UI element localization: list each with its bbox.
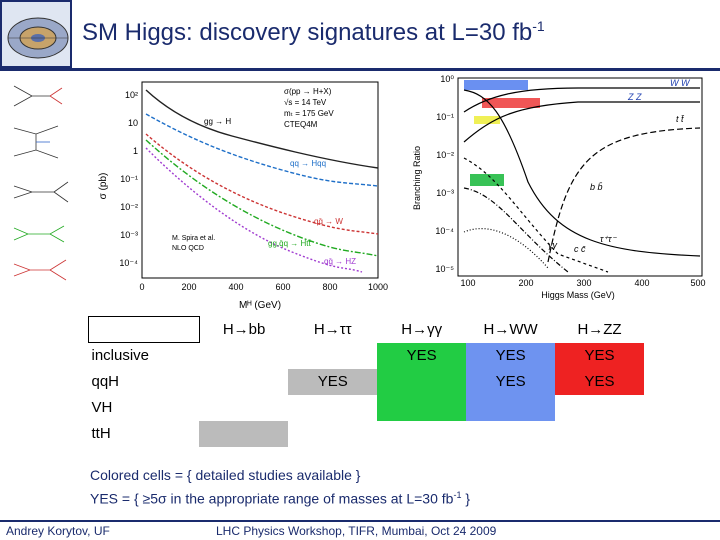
br-xtick: 100 bbox=[460, 278, 475, 288]
table-header-row: H→bb H→ττ H→γγ H→WW H→ZZ bbox=[88, 316, 645, 343]
row-label: VH bbox=[91, 399, 113, 416]
column-header-hgammagamma: H→γγ bbox=[401, 321, 443, 338]
xsec-ytick: 1 bbox=[133, 146, 138, 156]
xsec-xtick: 600 bbox=[275, 282, 290, 292]
table-cell bbox=[555, 421, 644, 447]
br-ylabel: Branching Ratio bbox=[412, 146, 422, 210]
xsec-process-label: qq̄ → W bbox=[314, 217, 343, 226]
br-curve-label: b b̄ bbox=[590, 182, 603, 192]
footnote-line: Colored cells = { detailed studies avail… bbox=[90, 467, 361, 483]
column-header-htautau: H→ττ bbox=[313, 321, 352, 338]
table-cell bbox=[288, 395, 377, 421]
footnote-line: YES = { ≥5σ in the appropriate range of … bbox=[90, 490, 471, 507]
br-ytick: 10⁻⁴ bbox=[435, 226, 454, 236]
feynman-diagrams bbox=[13, 85, 69, 281]
xsec-xtick: 400 bbox=[228, 282, 243, 292]
br-xtick: 200 bbox=[518, 278, 533, 288]
table-cell bbox=[199, 369, 288, 395]
xsec-credit-line: NLO QCD bbox=[172, 245, 204, 252]
table-cell bbox=[466, 421, 555, 447]
table-cell: YES bbox=[555, 342, 644, 369]
column-header-hzz: H→ZZ bbox=[577, 321, 622, 338]
xsec-xtick: 200 bbox=[181, 282, 196, 292]
xsec-process-label: qq → Hqq bbox=[290, 159, 326, 168]
br-ytick: 10⁰ bbox=[440, 74, 454, 84]
table-cell bbox=[199, 395, 288, 421]
xsec-process-label: gg → H bbox=[204, 117, 231, 126]
xsec-xtick: 1000 bbox=[368, 282, 388, 292]
br-ytick: 10⁻² bbox=[436, 150, 454, 160]
table-cell bbox=[288, 421, 377, 447]
table-cell bbox=[288, 343, 377, 369]
table-cell bbox=[199, 343, 288, 369]
br-xlabel: Higgs Mass (GeV) bbox=[541, 290, 615, 300]
table-cell: YES bbox=[288, 368, 378, 395]
xsec-legend-line: σ(pp → H+X) bbox=[284, 87, 332, 96]
table-cell bbox=[199, 420, 289, 447]
table-cell bbox=[377, 421, 466, 447]
table-cell bbox=[555, 395, 644, 421]
br-xtick: 300 bbox=[576, 278, 591, 288]
xsec-ylabel: σ (pb) bbox=[98, 173, 109, 200]
xsec-xtick: 800 bbox=[322, 282, 337, 292]
row-label: ttH bbox=[91, 425, 111, 442]
xsec-process-label: qq̄ → HZ bbox=[324, 257, 356, 266]
br-xtick: 500 bbox=[690, 278, 705, 288]
detector-logo bbox=[0, 0, 72, 68]
row-label: qqH bbox=[91, 373, 120, 390]
footnote: Colored cells = { detailed studies avail… bbox=[90, 465, 470, 509]
xsec-legend-line: √s = 14 TeV bbox=[284, 98, 327, 107]
xsec-process-label: gg,q̄q → Htt̄ bbox=[268, 239, 311, 248]
br-curve-label: γγ bbox=[548, 240, 558, 250]
cross-section-plot: σ (pb) 10² 10 1 10⁻¹ 10⁻² 10⁻³ 10⁻⁴ 0 20… bbox=[98, 81, 388, 311]
br-curve-label: Z Z bbox=[627, 92, 642, 102]
footer-author: Andrey Korytov, UF bbox=[6, 524, 110, 538]
footer-event: LHC Physics Workshop, TIFR, Mumbai, Oct … bbox=[216, 524, 497, 538]
br-ytick: 10⁻¹ bbox=[436, 112, 454, 122]
table-cell: YES bbox=[466, 342, 556, 369]
footer-divider bbox=[0, 520, 720, 522]
header-divider bbox=[0, 68, 720, 71]
xsec-xtick: 0 bbox=[139, 282, 144, 292]
page-title: SM Higgs: discovery signatures at L=30 f… bbox=[82, 18, 545, 46]
table-corner-cell bbox=[88, 316, 200, 343]
table-row: ttH bbox=[89, 420, 645, 447]
row-label: inclusive bbox=[91, 347, 150, 365]
br-curve-label: t t̄ bbox=[676, 114, 685, 124]
br-xtick: 400 bbox=[634, 278, 649, 288]
xsec-credit-line: M. Spira et al. bbox=[172, 235, 215, 242]
br-curve-label: τ⁺τ⁻ bbox=[600, 234, 617, 244]
xsec-ytick: 10² bbox=[125, 90, 138, 100]
br-ytick: 10⁻⁵ bbox=[436, 264, 455, 274]
column-header-hbb: H→bb bbox=[222, 321, 266, 338]
table-row: qqH YES YES YES bbox=[89, 368, 644, 395]
table-cell: YES bbox=[377, 342, 467, 369]
br-curve-label: W W bbox=[670, 78, 691, 88]
xsec-ytick: 10⁻³ bbox=[120, 230, 138, 240]
br-curve-label: c c̄ bbox=[574, 244, 586, 254]
xsec-legend-line: CTEQ4M bbox=[284, 120, 318, 129]
table-row: VH bbox=[89, 394, 645, 421]
xsec-legend-line: mₜ = 175 GeV bbox=[284, 109, 334, 118]
xsec-ytick: 10⁻⁴ bbox=[119, 258, 138, 268]
column-header-hww: H→WW bbox=[483, 321, 538, 338]
table-row: inclusive YES YES YES bbox=[89, 342, 644, 369]
table-cell bbox=[377, 368, 467, 395]
table-cell bbox=[466, 394, 556, 421]
table-cell bbox=[377, 394, 467, 421]
branching-ratio-plot: Branching Ratio 10⁰ 10⁻¹ 10⁻² 10⁻³ 10⁻⁴ … bbox=[412, 74, 706, 300]
signature-table: H→bb H→ττ H→γγ H→WW H→ZZ inclusive YES Y… bbox=[88, 316, 644, 447]
br-ytick: 10⁻³ bbox=[436, 188, 454, 198]
table-cell: YES bbox=[555, 368, 644, 395]
xsec-ytick: 10⁻² bbox=[120, 202, 138, 212]
xsec-xlabel: Mᴴ (GeV) bbox=[239, 300, 281, 311]
xsec-ytick: 10⁻¹ bbox=[120, 174, 138, 184]
table-cell: YES bbox=[466, 368, 556, 395]
xsec-ytick: 10 bbox=[128, 118, 138, 128]
